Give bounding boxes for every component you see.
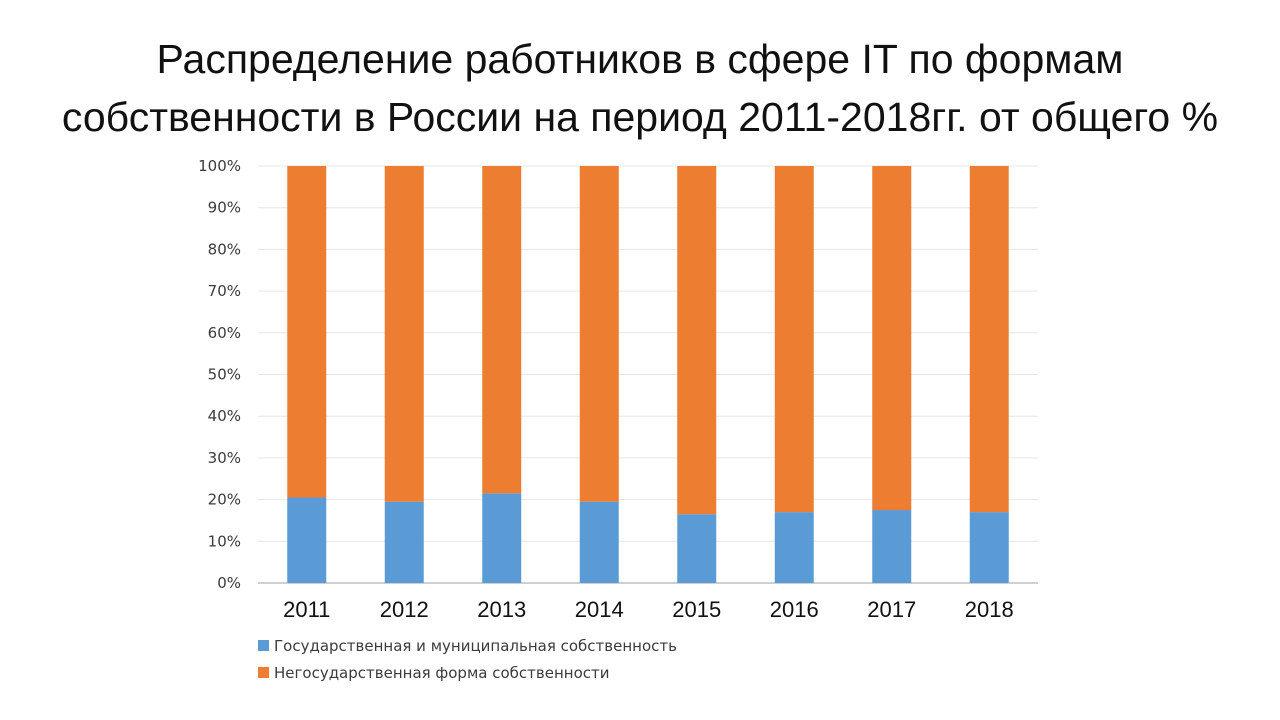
legend-swatch [258, 667, 269, 678]
slide-title: Распределение работников в сфере IT по ф… [0, 30, 1280, 146]
slide-title-line-2: собственности в России на период 2011-20… [61, 94, 1219, 140]
bar-segment-nonstate [579, 166, 619, 502]
bar-segment-state [482, 493, 522, 583]
x-axis: 2011 2012 2013 2014 2015 2016 2017 2018 [283, 597, 1014, 622]
y-tick-label: 90% [208, 199, 241, 217]
y-tick-label: 60% [208, 324, 241, 342]
bar-segment-state [287, 497, 327, 583]
y-axis: 0% 10% 20% 30% 40% 50% 60% 70% 80% 90% 100% [198, 157, 241, 592]
bar-segment-nonstate [969, 166, 1009, 513]
y-tick-label: 10% [208, 532, 241, 550]
x-tick-label: 2015 [672, 597, 721, 622]
bars [287, 166, 1009, 583]
x-tick-label: 2011 [283, 597, 330, 622]
bar-segment-state [774, 512, 814, 583]
bar-segment-state [384, 501, 424, 583]
x-tick-label: 2018 [965, 597, 1014, 622]
bar-segment-nonstate [482, 166, 522, 494]
x-tick-label: 2014 [575, 597, 624, 622]
x-tick-label: 2013 [477, 597, 526, 622]
y-tick-label: 40% [208, 407, 241, 425]
bar-segment-state [677, 514, 717, 583]
y-tick-label: 0% [217, 574, 241, 592]
legend: Государственная и муниципальная собствен… [258, 637, 677, 682]
y-tick-label: 100% [198, 157, 241, 175]
bar-segment-state [579, 501, 619, 583]
gridlines [258, 165, 1038, 584]
bar-segment-state [969, 512, 1009, 583]
bar-segment-nonstate [384, 166, 424, 502]
y-tick-label: 20% [208, 491, 241, 509]
bar-segment-nonstate [774, 166, 814, 513]
bar-segment-nonstate [872, 166, 912, 511]
x-tick-label: 2016 [770, 597, 819, 622]
bar-segment-nonstate [677, 166, 717, 515]
bar-segment-state [872, 510, 912, 583]
legend-swatch [258, 640, 269, 651]
x-tick-label: 2017 [867, 597, 916, 622]
y-tick-label: 50% [208, 366, 241, 384]
y-tick-label: 30% [208, 449, 241, 467]
slide-title-line-1: Распределение работников в сфере IT по ф… [156, 36, 1124, 82]
legend-label: Негосударственная форма собственности [274, 664, 609, 682]
x-tick-label: 2012 [380, 597, 429, 622]
bar-segment-nonstate [287, 166, 327, 498]
y-tick-label: 80% [208, 240, 241, 258]
legend-label: Государственная и муниципальная собствен… [274, 637, 677, 655]
y-tick-label: 70% [208, 282, 241, 300]
